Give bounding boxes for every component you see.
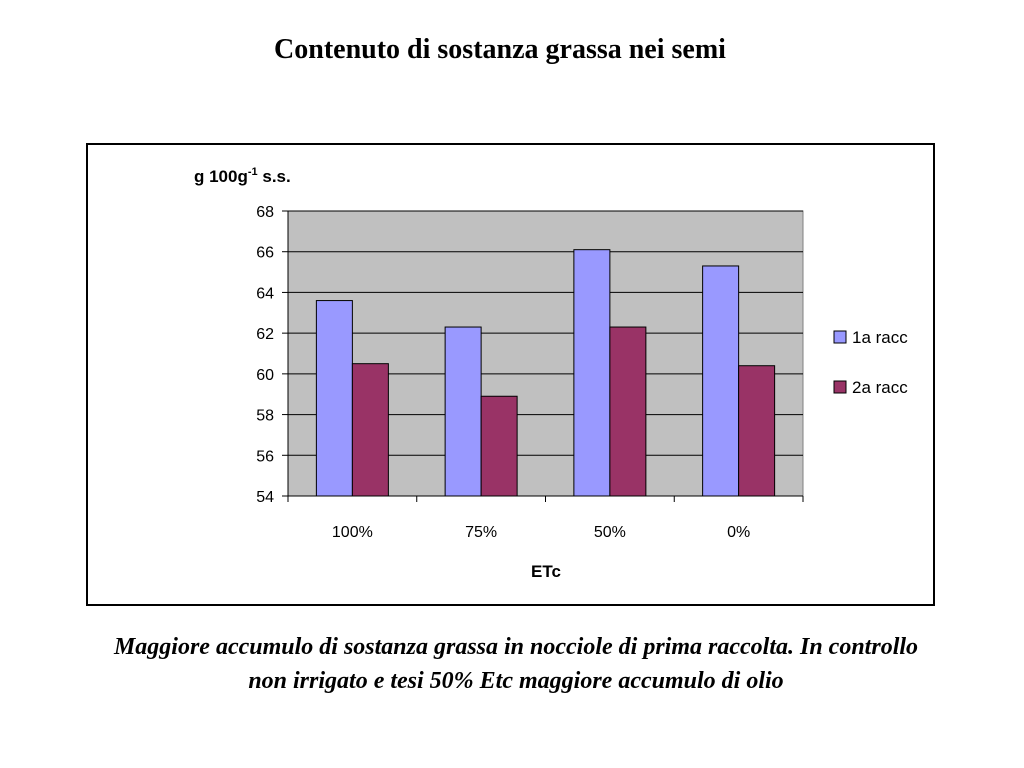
- y-axis-title-superscript: -1: [248, 166, 258, 178]
- bar-1-4: [702, 265, 740, 497]
- bar-2-4: [738, 365, 776, 497]
- y-axis-title-tail: s.s.: [258, 167, 291, 186]
- y-tick-label: 62: [256, 326, 274, 343]
- y-tick-label: 56: [256, 448, 274, 465]
- legend-swatch-2: [833, 380, 847, 394]
- y-axis-title: g 100g-1 s.s.: [194, 166, 291, 186]
- legend-label-2: 2a racc: [852, 378, 908, 397]
- y-tick-label: 58: [256, 408, 274, 425]
- bar-1-3: [573, 249, 611, 497]
- bar-1-1: [315, 300, 353, 497]
- chart-frame: 54 56 58 60 62 64 66 68 100% 75% 50% 0% g 100g-1 s.…: [86, 143, 935, 606]
- bar-2-3: [609, 326, 647, 497]
- slide-title: Contenuto di sostanza grassa nei semi: [274, 34, 726, 65]
- y-tick-label: 68: [256, 204, 274, 221]
- bar-1-2: [444, 326, 482, 497]
- x-tick-label: 50%: [594, 524, 626, 541]
- y-axis-title-main: g 100g: [194, 167, 248, 186]
- bar-2-1: [351, 363, 389, 497]
- legend-label-1: 1a racc: [852, 328, 908, 347]
- x-tick-label: 75%: [465, 524, 497, 541]
- slide-caption: Maggiore accumulo di sostanza grassa in …: [113, 634, 919, 694]
- x-tick-label: 100%: [332, 524, 373, 541]
- x-axis-title: ETc: [531, 562, 561, 581]
- chart-svg: 54 56 58 60 62 64 66 68 100% 75% 50% 0% g 100g-1 s.…: [194, 166, 908, 581]
- y-tick-label: 66: [256, 245, 274, 262]
- x-tick-label: 0%: [727, 524, 750, 541]
- bar-2-2: [480, 395, 518, 497]
- legend-swatch-1: [833, 330, 847, 344]
- y-tick-label: 64: [256, 285, 274, 302]
- y-tick-label: 54: [256, 489, 274, 506]
- y-tick-label: 60: [256, 367, 274, 384]
